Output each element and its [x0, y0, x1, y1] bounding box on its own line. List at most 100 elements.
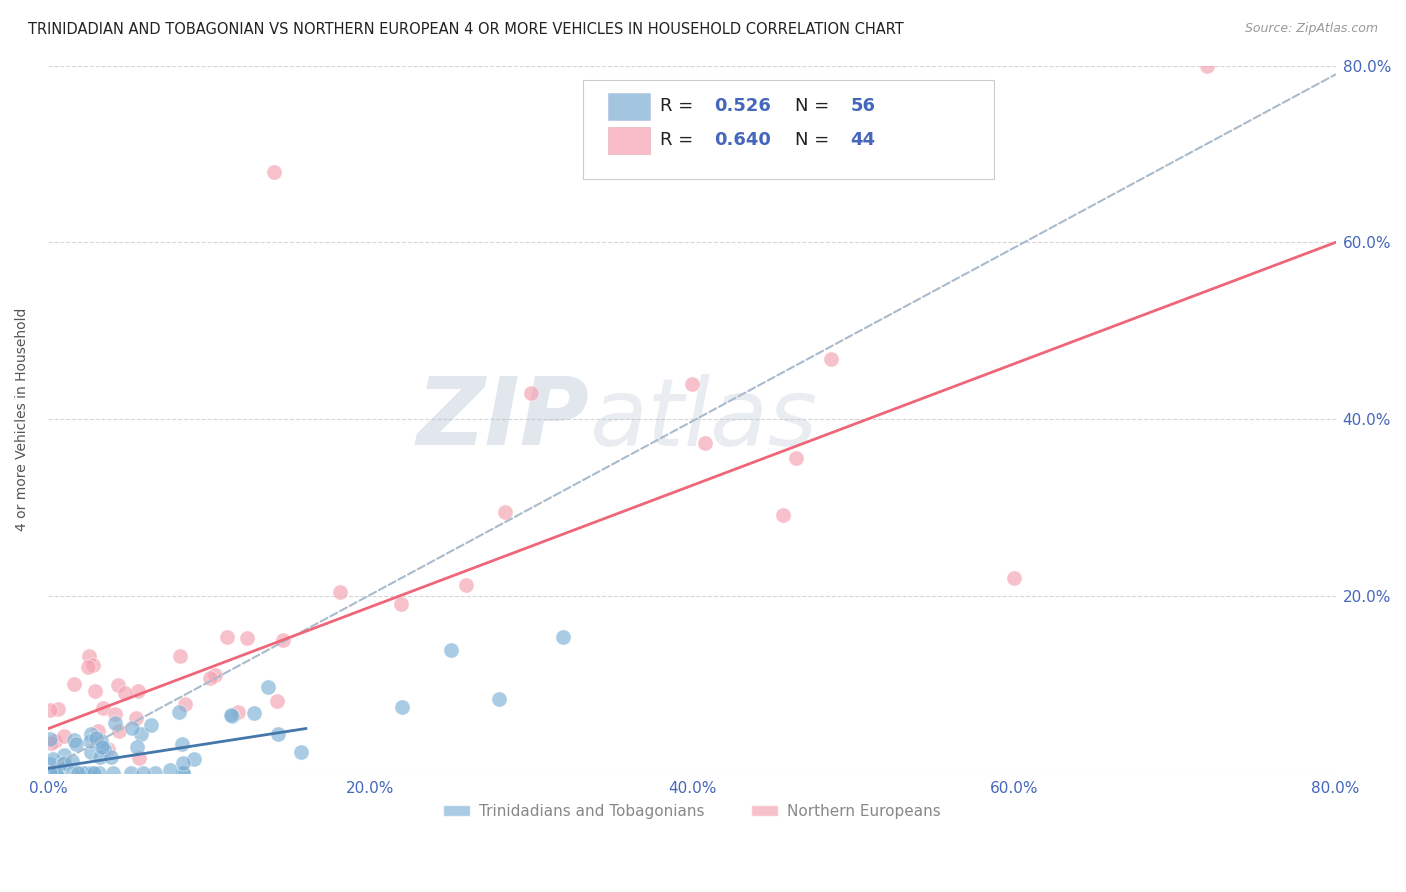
Point [52, 747, 75, 762]
Point [39, 736, 62, 750]
Point [70, 765, 93, 780]
Point [80, 745, 103, 759]
Point [44, 733, 66, 747]
Point [39, 756, 62, 771]
Text: 0.640: 0.640 [714, 131, 770, 149]
Point [46, 702, 69, 716]
Point [91, 739, 114, 754]
Point [127, 683, 149, 698]
Text: Source: ZipAtlas.com: Source: ZipAtlas.com [1244, 22, 1378, 36]
Point [45, 765, 67, 780]
Point [143, 765, 166, 780]
Point [46, 762, 69, 776]
Text: atlas: atlas [589, 374, 817, 465]
Point [53, 756, 76, 771]
Point [169, 649, 191, 664]
Point [129, 727, 152, 741]
Point [125, 711, 148, 725]
Text: ZIP: ZIP [416, 373, 589, 465]
Point [200, 671, 222, 685]
Point [93, 742, 115, 756]
Point [520, 385, 543, 400]
Point [128, 751, 150, 765]
Point [53, 730, 76, 744]
Point [693, 435, 716, 450]
Point [114, 686, 136, 700]
Point [90, 734, 112, 748]
Point [172, 756, 194, 770]
Point [1002, 571, 1025, 585]
Point [83, 765, 105, 780]
Point [104, 706, 127, 721]
Point [236, 631, 259, 645]
Point [221, 709, 243, 723]
Point [172, 765, 194, 780]
Point [60, 754, 83, 768]
Point [73, 765, 96, 780]
Point [772, 508, 794, 523]
Legend: Trinidadians and Tobagonians, Northern Europeans: Trinidadians and Tobagonians, Northern E… [437, 798, 948, 825]
Point [45, 765, 67, 780]
Point [553, 630, 575, 644]
Point [488, 692, 510, 706]
Point [89, 750, 111, 764]
Point [257, 680, 280, 694]
Point [820, 351, 842, 366]
Point [226, 705, 249, 719]
Bar [609, 128, 650, 154]
Text: R =: R = [659, 131, 699, 149]
Point [82, 658, 104, 673]
Point [440, 643, 463, 657]
Point [91, 701, 114, 715]
Point [494, 505, 516, 519]
Point [389, 597, 412, 611]
Point [267, 726, 290, 740]
Text: N =: N = [794, 97, 835, 115]
Point [63, 677, 86, 691]
Point [42, 752, 65, 766]
Point [271, 633, 294, 648]
Point [87, 724, 110, 739]
Point [80, 765, 103, 780]
Point [263, 164, 285, 178]
Point [243, 706, 266, 720]
FancyBboxPatch shape [582, 79, 994, 178]
Point [391, 699, 413, 714]
Text: 0.526: 0.526 [714, 97, 770, 115]
Point [125, 739, 148, 754]
Point [456, 578, 478, 592]
Text: 56: 56 [851, 97, 876, 115]
Point [79, 733, 101, 747]
Point [107, 678, 129, 692]
Point [329, 585, 352, 599]
Point [97, 742, 120, 756]
Point [172, 765, 194, 780]
Point [100, 749, 122, 764]
Point [1195, 59, 1218, 73]
Point [204, 668, 226, 682]
Point [121, 721, 143, 735]
Text: TRINIDADIAN AND TOBAGONIAN VS NORTHERN EUROPEAN 4 OR MORE VEHICLES IN HOUSEHOLD : TRINIDADIAN AND TOBAGONIAN VS NORTHERN E… [28, 22, 904, 37]
Point [266, 694, 288, 708]
Point [170, 737, 193, 751]
Point [167, 705, 190, 719]
Bar [609, 93, 650, 120]
Point [39, 765, 62, 780]
Point [290, 745, 312, 759]
Y-axis label: 4 or more Vehicles in Household: 4 or more Vehicles in Household [15, 308, 30, 531]
Point [52, 756, 75, 771]
Point [174, 697, 197, 711]
Point [681, 376, 703, 391]
Point [39, 703, 62, 717]
Point [60, 765, 83, 780]
Point [84, 684, 107, 698]
Text: R =: R = [659, 97, 699, 115]
Point [89, 765, 111, 780]
Point [67, 765, 90, 780]
Point [159, 763, 181, 777]
Text: N =: N = [794, 131, 835, 149]
Point [77, 648, 100, 663]
Point [77, 659, 100, 673]
Point [93, 740, 115, 755]
Point [65, 737, 87, 751]
